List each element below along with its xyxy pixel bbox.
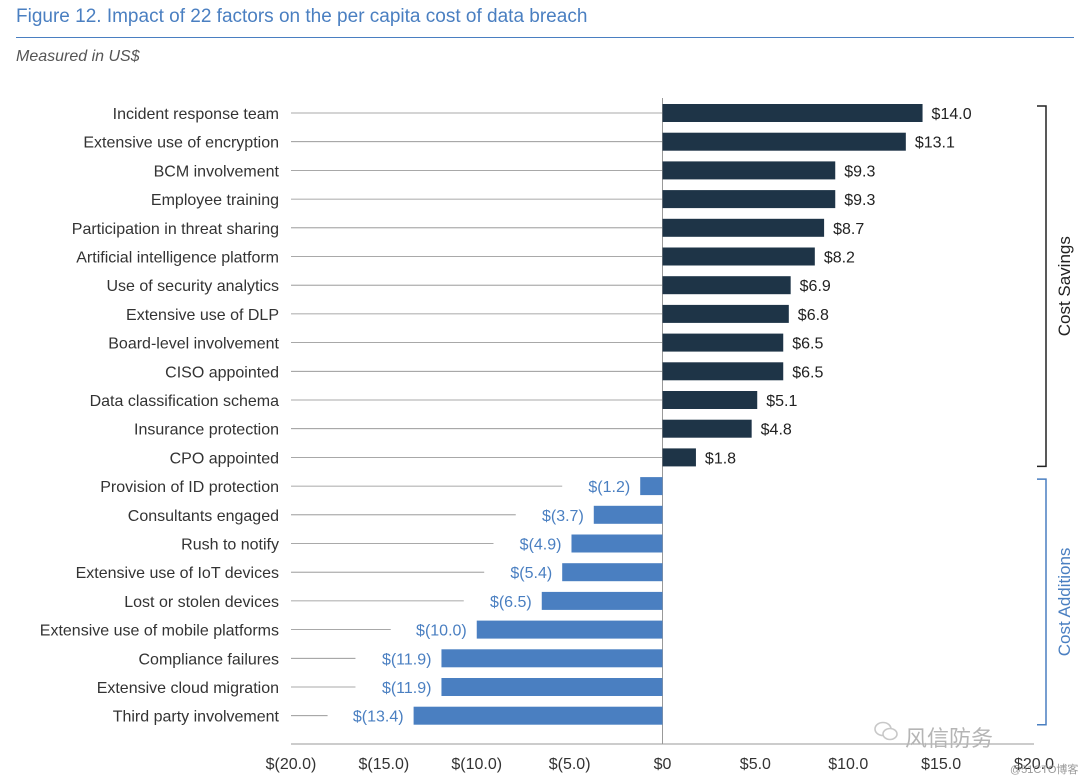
category-label-rush-to-notify: Rush to notify: [181, 537, 279, 554]
category-label-incident-response-team: Incident response team: [113, 106, 279, 123]
bar-provision-of-id-protection: [640, 477, 663, 496]
bar-extensive-use-of-iot-devices: [562, 563, 663, 582]
figure-title: Figure 12. Impact of 22 factors on the p…: [16, 6, 588, 27]
value-label-extensive-use-of-dlp: $6.8: [798, 307, 829, 324]
group-bracket-cost-savings: [1037, 105, 1047, 468]
category-label-extensive-use-of-dlp: Extensive use of DLP: [126, 307, 279, 324]
category-label-extensive-use-of-mobile-platforms: Extensive use of mobile platforms: [40, 623, 279, 640]
category-label-third-party-involvement: Third party involvement: [113, 709, 280, 726]
x-tick-label: $10.0: [828, 756, 868, 773]
x-tick-label: $(20.0): [266, 756, 317, 773]
watermark-text: 风信防务: [905, 726, 994, 751]
bar-insurance-protection: [662, 419, 752, 438]
x-tick-label: $15.0: [921, 756, 961, 773]
value-label-insurance-protection: $4.8: [761, 422, 792, 439]
category-label-extensive-use-of-iot-devices: Extensive use of IoT devices: [76, 565, 279, 582]
value-label-participation-in-threat-sharing: $8.7: [833, 221, 864, 238]
bar-artificial-intelligence-platform: [662, 247, 815, 266]
value-label-compliance-failures: $(11.9): [382, 651, 432, 668]
category-label-compliance-failures: Compliance failures: [138, 651, 279, 668]
bar-board-level-involvement: [662, 333, 784, 352]
category-label-employee-training: Employee training: [151, 192, 279, 209]
group-label-cost-savings: Cost Savings: [1055, 236, 1074, 336]
category-label-provision-of-id-protection: Provision of ID protection: [100, 479, 279, 496]
x-tick-label: $(15.0): [359, 756, 410, 773]
x-tick-label: $20.0: [1014, 756, 1054, 773]
bar-data-classification-schema: [662, 391, 758, 409]
value-label-use-of-security-analytics: $6.9: [800, 278, 831, 295]
x-tick-label: $5.0: [740, 756, 771, 773]
wechat-icon: [874, 721, 898, 741]
value-label-ciso-appointed: $6.5: [792, 364, 823, 381]
bar-rush-to-notify: [571, 534, 663, 553]
value-label-artificial-intelligence-platform: $8.2: [824, 250, 855, 267]
category-label-extensive-cloud-migration: Extensive cloud migration: [97, 680, 279, 697]
value-label-third-party-involvement: $(13.4): [353, 709, 404, 726]
value-label-extensive-use-of-iot-devices: $(5.4): [510, 565, 552, 582]
value-label-extensive-use-of-mobile-platforms: $(10.0): [416, 623, 467, 640]
bar-compliance-failures: [441, 649, 663, 668]
bar-incident-response-team: [662, 104, 923, 122]
value-label-consultants-engaged: $(3.7): [542, 508, 584, 525]
category-label-consultants-engaged: Consultants engaged: [128, 508, 279, 525]
bar-third-party-involvement: [413, 706, 663, 725]
category-label-board-level-involvement: Board-level involvement: [108, 336, 279, 353]
value-label-cpo-appointed: $1.8: [705, 450, 736, 467]
x-tick-label: $(10.0): [451, 756, 502, 773]
category-label-cpo-appointed: CPO appointed: [170, 450, 279, 467]
bar-extensive-use-of-mobile-platforms: [476, 620, 663, 639]
value-label-incident-response-team: $14.0: [932, 106, 972, 123]
category-label-ciso-appointed: CISO appointed: [165, 364, 279, 381]
value-label-data-classification-schema: $5.1: [766, 393, 797, 410]
category-label-artificial-intelligence-platform: Artificial intelligence platform: [76, 250, 279, 267]
category-label-bcm-involvement: BCM involvement: [154, 163, 280, 180]
group-bracket-cost-additions: [1037, 478, 1047, 726]
bar-extensive-use-of-encryption: [662, 132, 906, 151]
group-label-cost-additions: Cost Additions: [1055, 548, 1074, 657]
value-label-lost-or-stolen-devices: $(6.5): [490, 594, 532, 611]
category-label-insurance-protection: Insurance protection: [134, 422, 279, 439]
category-label-use-of-security-analytics: Use of security analytics: [106, 278, 279, 295]
bar-bcm-involvement: [662, 161, 836, 180]
x-tick-label: $0: [654, 756, 672, 773]
value-label-extensive-use-of-encryption: $13.1: [915, 135, 955, 152]
bar-consultants-engaged: [593, 505, 663, 524]
category-label-participation-in-threat-sharing: Participation in threat sharing: [72, 221, 279, 238]
bar-use-of-security-analytics: [662, 276, 791, 295]
bar-cpo-appointed: [662, 448, 696, 467]
value-label-bcm-involvement: $9.3: [844, 163, 875, 180]
category-label-extensive-use-of-encryption: Extensive use of encryption: [83, 135, 279, 152]
value-label-board-level-involvement: $6.5: [792, 336, 823, 353]
value-label-provision-of-id-protection: $(1.2): [588, 479, 630, 496]
bar-ciso-appointed: [662, 362, 784, 381]
bar-lost-or-stolen-devices: [541, 591, 663, 610]
figure-subtitle: Measured in US$: [16, 48, 140, 65]
value-label-employee-training: $9.3: [844, 192, 875, 209]
watermark-credit: @51CTO博客: [1010, 764, 1079, 776]
bar-participation-in-threat-sharing: [662, 218, 825, 237]
bar-extensive-cloud-migration: [441, 678, 663, 696]
category-label-data-classification-schema: Data classification schema: [90, 393, 280, 410]
value-label-extensive-cloud-migration: $(11.9): [382, 680, 432, 697]
category-label-lost-or-stolen-devices: Lost or stolen devices: [124, 594, 279, 611]
bar-extensive-use-of-dlp: [662, 304, 789, 323]
value-label-rush-to-notify: $(4.9): [520, 537, 562, 554]
x-tick-label: $(5.0): [549, 756, 591, 773]
bar-employee-training: [662, 190, 836, 209]
title-divider: [16, 37, 1074, 38]
